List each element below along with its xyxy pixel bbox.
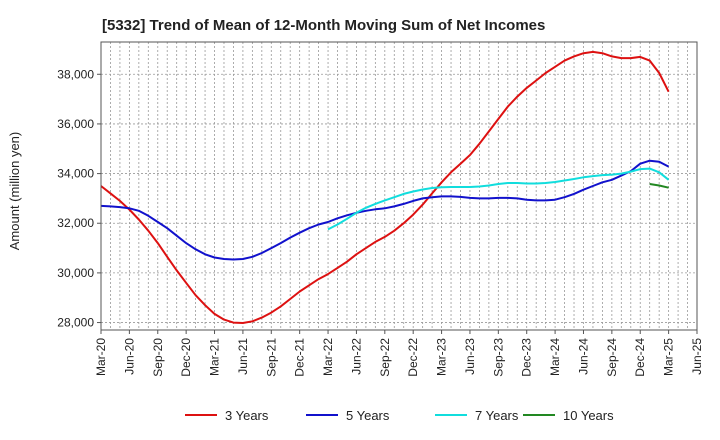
series-line-7-years bbox=[327, 167, 670, 231]
legend: 3 Years 5 Years 7 Years 10 Years bbox=[185, 408, 614, 423]
x-tick-labels: Mar-20 Jun-20 Sep-20 Dec-20 Mar-21 Jun-21 Sep-… bbox=[94, 330, 704, 377]
series-line-10-years bbox=[649, 183, 669, 189]
x-tick-label: Mar-24 bbox=[548, 338, 562, 376]
x-tick-label: Jun-21 bbox=[236, 338, 250, 375]
chart-title: [5332] Trend of Mean of 12-Month Moving … bbox=[102, 17, 545, 34]
x-tick-label: Dec-21 bbox=[293, 338, 307, 377]
x-tick-label: Mar-20 bbox=[94, 338, 108, 376]
x-tick-label: Jun-23 bbox=[463, 338, 477, 375]
y-tick-label: 38,000 bbox=[57, 67, 94, 81]
x-tick-label: Dec-20 bbox=[179, 338, 193, 377]
series-line-5-years bbox=[100, 159, 670, 261]
y-tick-label: 28,000 bbox=[57, 316, 94, 330]
x-tick-label: Sep-21 bbox=[264, 338, 278, 377]
x-tick-label: Mar-22 bbox=[321, 338, 335, 376]
x-tick-label: Mar-25 bbox=[662, 338, 676, 376]
x-tick-label: Jun-24 bbox=[576, 338, 590, 375]
y-tick-labels: 28,000 30,000 32,000 34,000 36,000 38,000 bbox=[57, 67, 101, 330]
plot-frame bbox=[100, 41, 698, 331]
legend-item: 10 Years bbox=[523, 408, 614, 423]
x-tick-label: Jun-25 bbox=[690, 338, 704, 375]
legend-label: 7 Years bbox=[475, 408, 519, 423]
legend-label: 10 Years bbox=[563, 408, 614, 423]
x-tick-label: Mar-21 bbox=[208, 338, 222, 376]
x-tick-label: Dec-22 bbox=[406, 338, 420, 377]
y-axis-label: Amount (million yen) bbox=[7, 132, 22, 251]
legend-label: 3 Years bbox=[225, 408, 269, 423]
y-tick-label: 34,000 bbox=[57, 167, 94, 181]
legend-item: 3 Years bbox=[185, 408, 269, 423]
x-tick-label: Mar-23 bbox=[435, 338, 449, 376]
series-lines bbox=[100, 50, 670, 324]
x-tick-label: Jun-20 bbox=[122, 338, 136, 375]
legend-label: 5 Years bbox=[346, 408, 390, 423]
y-tick-label: 30,000 bbox=[57, 266, 94, 280]
x-tick-label: Sep-23 bbox=[491, 338, 505, 377]
y-tick-label: 36,000 bbox=[57, 117, 94, 131]
x-tick-label: Dec-24 bbox=[633, 338, 647, 377]
x-tick-label: Dec-23 bbox=[520, 338, 534, 377]
x-tick-label: Sep-20 bbox=[151, 338, 165, 377]
x-tick-label: Sep-22 bbox=[378, 338, 392, 377]
x-tick-label: Sep-24 bbox=[605, 338, 619, 377]
y-tick-label: 32,000 bbox=[57, 216, 94, 230]
legend-item: 5 Years bbox=[306, 408, 390, 423]
series-line-3-years bbox=[100, 50, 670, 324]
legend-item: 7 Years bbox=[435, 408, 519, 423]
x-tick-label: Jun-22 bbox=[349, 338, 363, 375]
